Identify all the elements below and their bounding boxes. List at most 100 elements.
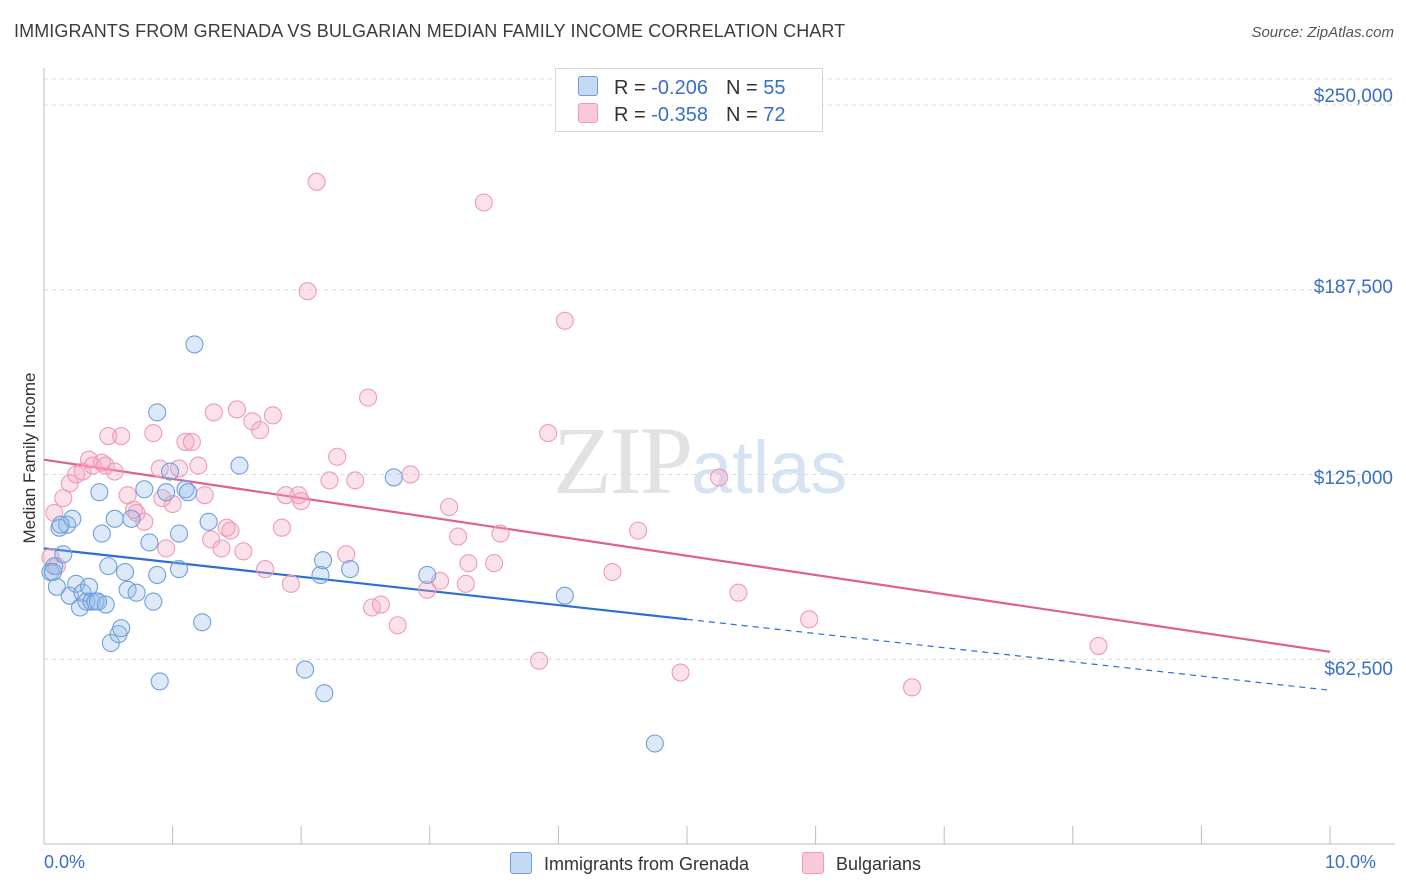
legend-r-value: -0.358 [651,104,708,126]
y-tick-label: $250,000 [1313,86,1393,107]
data-point-bulgarians [418,580,437,599]
data-point-bulgarians [272,518,291,537]
data-point-bulgarians [60,474,79,493]
data-point-bulgarians [250,421,270,440]
data-point-grenada [315,684,334,703]
data-point-grenada [122,509,141,528]
data-point-grenada [92,524,111,543]
data-point-grenada [51,515,70,534]
trend-line-bulgarians [43,458,1331,653]
data-point-grenada [88,592,108,611]
data-point-bulgarians [263,406,282,425]
legend-swatch-grenada [578,76,598,96]
series-grenada [41,335,664,753]
data-point-grenada [645,734,664,753]
data-point-bulgarians [276,486,295,505]
data-point-grenada [314,551,333,570]
data-point-grenada [135,480,154,499]
data-point-bulgarians [328,447,347,466]
data-point-grenada [82,592,101,611]
data-point-bulgarians [539,424,558,443]
data-point-bulgarians [320,471,339,490]
legend-n-value: 72 [763,104,786,126]
data-point-bulgarians [337,545,356,564]
data-point-grenada [185,335,204,354]
data-point-bulgarians [112,426,131,446]
data-point-grenada [150,672,169,691]
data-point-grenada [169,560,189,579]
data-point-grenada [384,468,403,487]
data-point-grenada [140,533,159,552]
data-point-bulgarians [195,486,214,505]
data-point-bulgarians [371,595,390,614]
data-point-grenada [90,483,109,502]
data-point-bulgarians [221,521,240,540]
data-point-bulgarians [150,459,169,478]
legend-swatch-bulgarians [578,103,598,123]
source-label: Source: ZipAtlas.com [1251,24,1394,41]
data-point-grenada [99,557,118,576]
series-bulgarians [41,172,1108,697]
legend-swatch-bulgarians [802,852,824,874]
y-axis-label: Median Family Income [20,372,39,544]
data-point-bulgarians [401,465,420,484]
data-point-bulgarians [456,574,475,593]
data-point-grenada [47,577,66,596]
data-point-bulgarians [176,432,195,452]
legend-r-label: R = [614,104,646,126]
data-point-bulgarians [157,539,176,558]
data-point-grenada [418,565,437,585]
legend: R = -0.206 N = 55 R = -0.358 N = 72 [555,68,823,132]
data-point-bulgarians [234,542,253,561]
data-point-grenada [63,509,82,528]
data-point-grenada [148,565,167,585]
bottom-legend-grenada: Immigrants from Grenada [510,852,749,875]
data-point-grenada [160,462,180,481]
legend-swatch-grenada [510,852,532,874]
data-point-grenada [127,583,146,602]
gridlines [44,78,1395,660]
data-point-grenada [296,660,315,679]
data-point-bulgarians [189,456,208,475]
data-point-bulgarians [298,282,317,301]
watermark-atlas: atlas [691,426,848,509]
data-point-bulgarians [449,527,468,546]
legend-n-value: 55 [763,77,786,99]
chart-title: IMMIGRANTS FROM GRENADA VS BULGARIAN MED… [14,21,846,41]
data-point-bulgarians [212,539,231,558]
data-point-bulgarians [491,524,510,543]
data-point-grenada [555,586,574,605]
data-point-grenada [58,515,77,534]
data-point-bulgarians [227,400,246,419]
data-point-bulgarians [710,468,729,487]
legend-r-value: -0.206 [651,77,708,99]
legend-row-grenada: R = -0.206 N = 55 [578,76,786,99]
trend-line-grenada [43,547,688,621]
data-point-bulgarians [902,678,922,697]
watermark-zip: ZIP [553,407,693,514]
data-point-bulgarians [729,583,748,602]
data-point-bulgarians [440,497,459,517]
watermark: ZIPatlas [553,405,847,516]
data-point-grenada [112,619,131,638]
data-point-bulgarians [629,521,648,540]
data-point-grenada [193,613,212,632]
y-tick-label: $125,000 [1313,468,1393,489]
data-point-bulgarians [307,172,326,191]
axes [43,68,1395,845]
data-point-bulgarians [163,494,182,514]
data-point-bulgarians [105,462,124,481]
bottom-legend-bulgarians: Bulgarians [802,852,921,875]
data-point-grenada [115,562,135,582]
x-tick-label: 0.0% [44,852,86,872]
data-point-grenada [230,456,249,475]
legend-n-label: N = [725,77,758,99]
data-point-grenada [148,403,167,422]
data-point-bulgarians [530,651,549,670]
data-point-grenada [199,512,218,531]
data-point-bulgarians [73,462,92,481]
data-point-bulgarians [204,403,223,422]
data-point-grenada [311,565,330,585]
data-point-grenada [176,480,195,499]
